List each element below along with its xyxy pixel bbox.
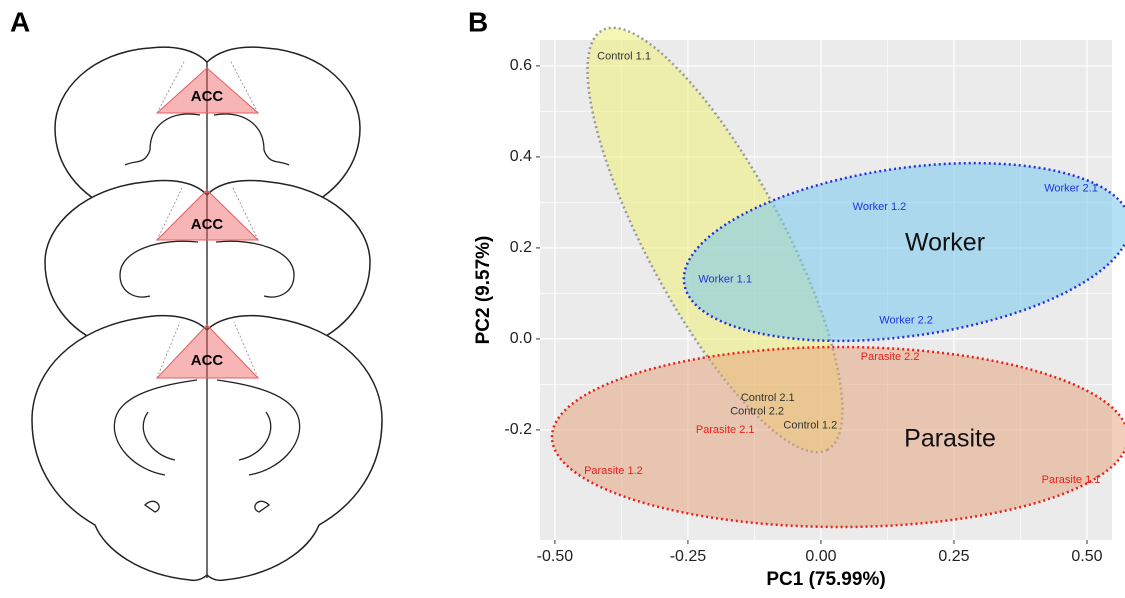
point-label: Parasite 2.1: [696, 424, 755, 436]
y-tick-label: 0.4: [510, 148, 532, 165]
x-tick-label: -0.25: [670, 548, 707, 565]
y-tick-label: 0.2: [510, 239, 532, 256]
y-tick-label: 0.6: [510, 57, 532, 74]
y-axis-title: PC2 (9.57%): [473, 236, 494, 345]
region-label: ACC: [191, 88, 224, 105]
y-tick-label: 0.0: [510, 330, 532, 347]
x-tick-label: 0.00: [805, 548, 836, 565]
panel-label: B: [468, 6, 488, 37]
point-label: Control 2.2: [730, 406, 784, 418]
point-label: Parasite 1.2: [584, 465, 643, 477]
y-tick-label: -0.2: [504, 421, 532, 438]
region-label: ACC: [191, 352, 224, 369]
point-label: Control 2.1: [741, 392, 795, 404]
point-label: Parasite 1.1: [1042, 474, 1101, 486]
point-label: Worker 2.1: [1044, 183, 1098, 195]
point-label: Control 1.2: [783, 419, 837, 431]
region-label: ACC: [191, 216, 224, 233]
x-axis-title: PC1 (75.99%): [766, 569, 885, 590]
group-label: Worker: [905, 229, 985, 257]
panel-label: A: [10, 6, 30, 37]
point-label: Control 1.1: [597, 51, 651, 63]
group-label: Parasite: [904, 425, 996, 453]
point-label: Parasite 2.2: [861, 351, 920, 363]
point-label: Worker 1.1: [698, 274, 752, 286]
x-tick-label: 0.25: [938, 548, 969, 565]
figure: A B ACC ACC ACC Worker Parasite PC1 (75.…: [0, 0, 1125, 593]
brain-sections: [32, 47, 382, 580]
x-tick-label: 0.50: [1071, 548, 1102, 565]
x-tick-label: -0.50: [537, 548, 574, 565]
point-label: Worker 1.2: [853, 201, 907, 213]
point-label: Worker 2.2: [879, 315, 933, 327]
